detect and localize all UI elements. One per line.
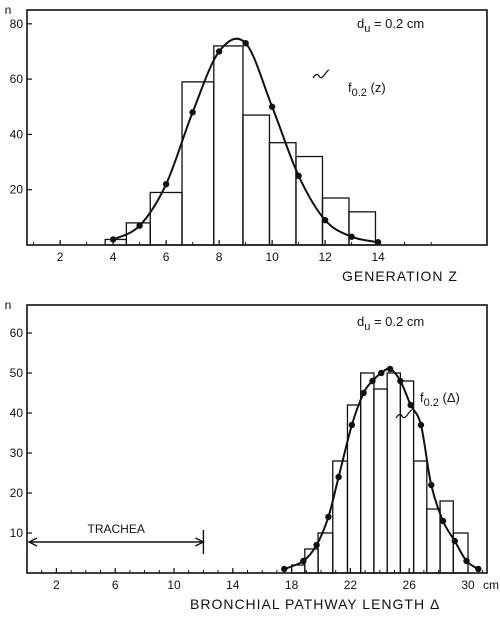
panel2-trachea-arrow-left [27,537,38,547]
panel2-curve-point [300,557,307,565]
panel2-curve-point [325,513,332,521]
panel2-curve-point [439,517,447,525]
panel1-curve-point [109,236,117,243]
panel2-histogram-bar [412,460,428,574]
panel1-curve-point [215,48,223,55]
panel2-y-tick-label: 20 [10,486,24,500]
panel2-curve-point [348,421,356,429]
panel2-y-axis-label: n [5,298,12,312]
panel2-histogram-bar [373,388,388,574]
panel1-curve-label: f0.2 (z) [348,80,386,99]
panel1-y-tick-label: 40 [10,127,24,141]
panel2-x-tick-label: 10 [167,578,181,592]
panel1-y-tick-label: 60 [10,72,24,86]
panel2-histogram-bar [360,372,375,574]
panel1-curve-point [162,180,170,188]
panel2-x-tick-label: 18 [285,578,299,592]
panel2-label-pointer [395,409,413,419]
panel2-curve-point [335,473,342,481]
panel1-x-tick-label: 12 [318,250,332,264]
panel2-x-tick-label: 22 [344,578,358,592]
panel1-x-tick-label: 6 [163,250,170,264]
panel2-x-axis-label: BRONCHIAL PATHWAY LENGTH Δ [190,596,440,612]
panel1-histogram-bar [149,191,183,246]
panel1-curve-point [189,109,196,116]
panel1-curve-point [295,172,302,180]
panel1-diameter-annotation: du = 0.2 cm [357,16,424,35]
panel2-y-tick-label: 30 [10,446,24,460]
panel1-curve-point [374,239,382,246]
panel2-curve-point [281,565,288,573]
panel1-x-tick-label: 2 [57,250,64,264]
panel1-x-tick-label: 14 [371,250,385,264]
panel1-x-tick-label: 8 [216,250,223,264]
panel1-histogram-bar [181,81,215,246]
panel2-x-tick-label: 6 [112,578,119,592]
panel1-curve-point [242,39,249,47]
panel2-x-unit-label: cm [483,578,499,592]
panel1-curve-point [136,222,143,229]
panel2-plot-frame [26,304,488,574]
panel2-curve-point [386,365,394,373]
panel2-curve-point [360,389,367,397]
panel1-curve-point [321,216,329,224]
panel2-y-tick-label: 60 [10,326,24,340]
panel1-histogram-bar [213,45,244,246]
panel2-y-tick-label: 40 [10,406,24,420]
panel1-curve-point [268,103,276,110]
panel1-x-tick-label: 10 [265,250,279,264]
panel1-curve-point [348,233,355,240]
panel1-x-axis-label: GENERATION Z [342,268,458,284]
panel1-fit-curve [112,37,379,244]
panel2-histogram-bar [426,508,441,574]
panel2-x-tick-label: 14 [226,578,240,592]
panel2-curve-point [428,481,435,489]
panel2-histogram-bar [386,372,402,574]
panel2-y-tick-label: 50 [10,366,24,380]
panel1-x-tick-label: 4 [110,250,117,264]
panel2-x-tick-label: 30 [461,578,475,592]
panel1-y-tick-label: 20 [10,183,24,197]
panel1-y-axis-label: n [5,3,12,17]
panel2-x-tick-label: 2 [53,578,60,592]
panel2-curve-point [407,401,414,409]
panel2-curve-point [397,377,404,385]
panel2-trachea-label: TRACHEA [88,522,145,536]
panel1-plot-frame [26,9,488,246]
panel2-histogram-bar [452,532,469,574]
panel1-label-pointer [312,69,330,79]
panel2-curve-label: f0.2 (Δ) [420,390,460,409]
panel2-diameter-annotation: du = 0.2 cm [357,314,424,333]
panel2-curve-point [378,369,385,377]
panel2-curve-point [417,421,425,429]
panel2-curve-point [369,377,376,385]
panel1-histogram-bar [242,114,271,246]
panel1-histogram-bar [348,211,377,246]
panel2-curve-point [475,565,482,573]
panel2-x-tick-label: 26 [403,578,417,592]
panel2-curve-point [451,537,458,545]
panel2-y-tick-label: 10 [10,526,24,540]
panel2-curve-point [313,541,320,549]
panel1-histogram-bar [295,155,324,246]
panel1-y-tick-label: 80 [10,17,24,31]
panel2-curve-point [463,557,470,565]
